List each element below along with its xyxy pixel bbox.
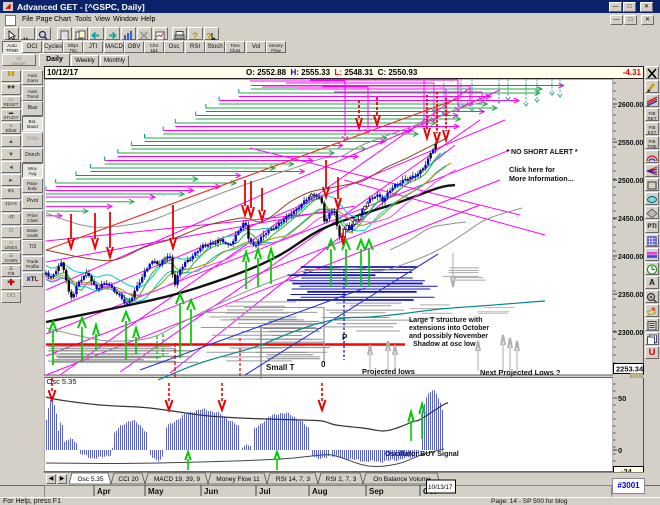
svg-text:Oscillator BUY Signal: Oscillator BUY Signal	[385, 449, 459, 458]
svg-text:Apr: Apr	[97, 487, 111, 496]
svg-text:Next Projected Lows ?: Next Projected Lows ?	[480, 368, 561, 377]
svg-text:2400.00: 2400.00	[618, 254, 643, 261]
svg-text:extensions into October: extensions into October	[409, 325, 489, 332]
svg-text:Osc 5.35: Osc 5.35	[77, 476, 103, 483]
svg-text:-24: -24	[621, 467, 633, 472]
svg-text:Click here for: Click here for	[509, 165, 555, 174]
svg-text:2600.00: 2600.00	[618, 102, 643, 109]
svg-text:MACD 19, 39, 9: MACD 19, 39, 9	[154, 476, 201, 483]
svg-text:and possibly November: and possibly November	[409, 333, 488, 340]
svg-text:Aug: Aug	[312, 487, 328, 496]
svg-text:?: ?	[206, 32, 212, 42]
svg-text:?: ?	[192, 32, 198, 42]
svg-text:0: 0	[618, 446, 622, 455]
svg-text:May: May	[148, 487, 164, 496]
svg-text:RSI 2, 7, 3: RSI 2, 7, 3	[326, 476, 357, 483]
svg-text:10/13/17: 10/13/17	[428, 484, 453, 491]
svg-text:Money Flow 11: Money Flow 11	[216, 476, 260, 483]
svg-text:50: 50	[618, 394, 626, 403]
svg-text:2550.00: 2550.00	[618, 140, 643, 147]
svg-text:Osc 5.35: Osc 5.35	[47, 377, 77, 386]
svg-text:Projected lows: Projected lows	[362, 367, 415, 376]
svg-text:2350.00: 2350.00	[618, 292, 643, 299]
svg-text:Small T: Small T	[266, 363, 295, 372]
svg-text:On Balance Volume: On Balance Volume	[373, 476, 431, 483]
svg-text:Jul: Jul	[259, 487, 271, 496]
svg-text:P: P	[342, 333, 348, 342]
svg-text:CCI 20: CCI 20	[118, 476, 139, 483]
svg-text:Jun: Jun	[204, 487, 218, 496]
svg-text:Large T structure with: Large T structure with	[409, 317, 483, 324]
svg-text:Sep: Sep	[369, 487, 384, 496]
svg-text:More Information...: More Information...	[509, 174, 574, 183]
svg-text:2253.34: 2253.34	[616, 365, 644, 374]
svg-text:* NO SHORT ALERT *: * NO SHORT ALERT *	[506, 149, 578, 156]
svg-text:RSI 14, 7, 3: RSI 14, 7, 3	[276, 476, 311, 483]
svg-text:,,: ,,	[23, 31, 28, 41]
svg-text:Shadow at osc low: Shadow at osc low	[413, 341, 476, 348]
svg-text:2450.00: 2450.00	[618, 216, 643, 223]
svg-text:0: 0	[321, 360, 326, 369]
svg-text:2300.00: 2300.00	[618, 330, 643, 337]
svg-text:2500.00: 2500.00	[618, 178, 643, 185]
